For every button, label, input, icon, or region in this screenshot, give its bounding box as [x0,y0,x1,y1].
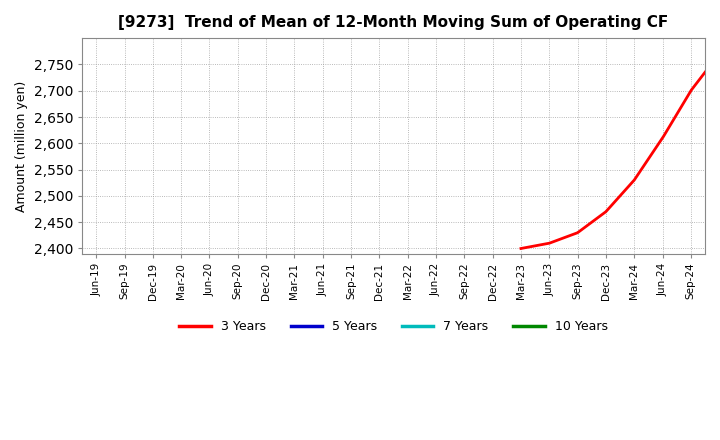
Title: [9273]  Trend of Mean of 12-Month Moving Sum of Operating CF: [9273] Trend of Mean of 12-Month Moving … [118,15,669,30]
Legend: 3 Years, 5 Years, 7 Years, 10 Years: 3 Years, 5 Years, 7 Years, 10 Years [174,315,613,338]
Y-axis label: Amount (million yen): Amount (million yen) [15,81,28,212]
